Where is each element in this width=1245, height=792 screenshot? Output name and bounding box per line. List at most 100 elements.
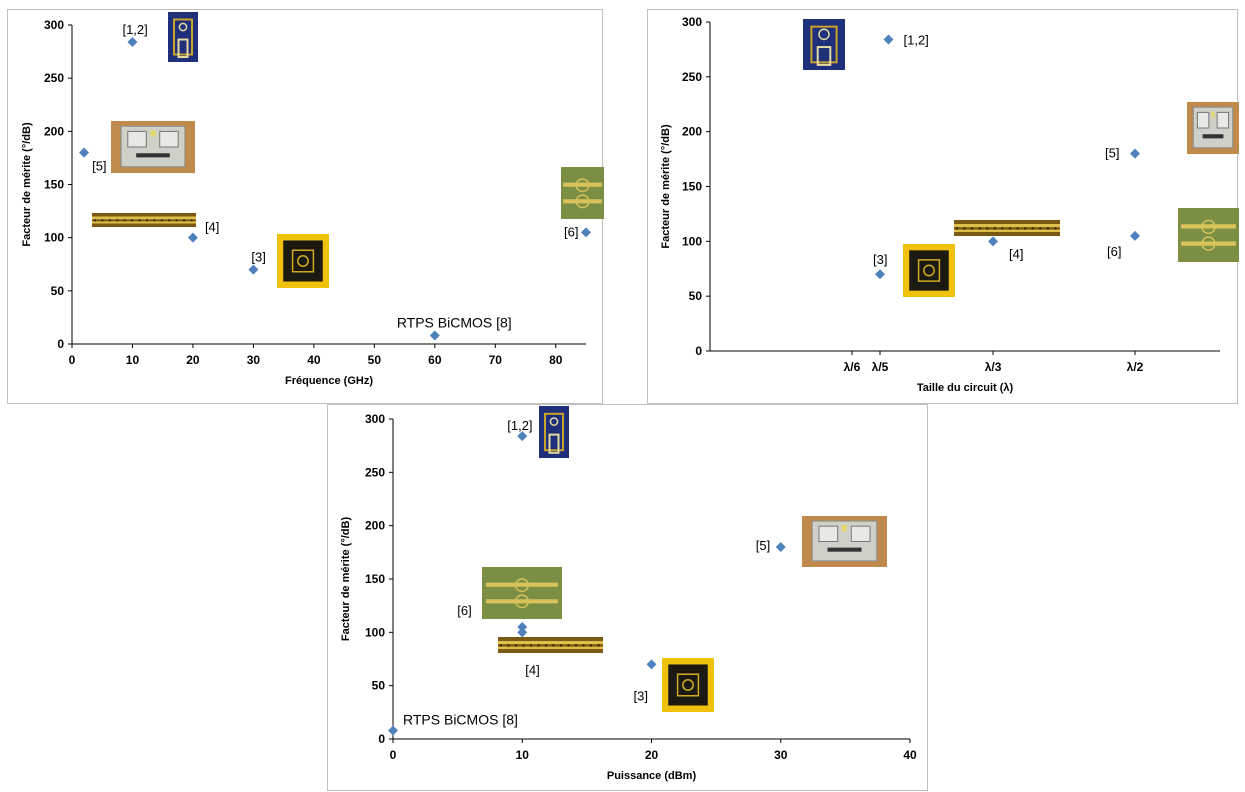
photo-component	[159, 130, 179, 148]
green-chip-photo	[482, 567, 562, 619]
photo-stub	[1054, 227, 1057, 230]
photo-trace	[818, 28, 830, 41]
photo-stub	[101, 219, 104, 222]
data-point-label: [3]	[251, 250, 265, 265]
photo-stub	[993, 227, 996, 230]
photo-substrate	[482, 567, 562, 619]
data-point-marker	[875, 269, 885, 280]
photo-component	[827, 547, 862, 552]
photo-stub	[537, 644, 540, 647]
photo-trace	[917, 259, 941, 282]
photo-stub	[108, 219, 111, 222]
photo-stub	[160, 219, 163, 222]
y-tick-label: 50	[51, 284, 65, 298]
data-point-marker	[517, 622, 528, 632]
gold-chip-photo	[903, 244, 955, 297]
photo-stub	[116, 219, 119, 222]
photo-die	[909, 250, 949, 291]
y-tick-label: 200	[682, 125, 702, 139]
blue-coupler-photo	[168, 12, 198, 62]
photo-trace	[1181, 241, 1236, 246]
x-tick-label: 70	[489, 353, 503, 367]
frequency-chart: 0 50 100 150 200 250 300 0 10 20 30 40 50 60 70 80 Fréqu…	[21, 12, 604, 387]
x-tick-label: 40	[307, 353, 321, 367]
photo-trace	[291, 249, 315, 273]
y-tick-label: 150	[682, 180, 702, 194]
photo-stub	[1024, 227, 1027, 230]
grey-pcb-photo	[111, 121, 195, 173]
photo-trace	[515, 578, 529, 593]
y-tick-label: 200	[365, 519, 385, 533]
photo-trace	[548, 433, 560, 454]
data-point-marker	[429, 330, 440, 341]
photo-stub	[190, 219, 193, 222]
y-tick-label: 50	[372, 679, 386, 693]
photo-trace	[92, 221, 196, 224]
photo-substrate	[92, 213, 196, 227]
photo-component	[136, 153, 170, 158]
y-tick-label: 250	[682, 70, 702, 84]
y-tick-label: 100	[44, 231, 64, 245]
y-tick-label: 0	[378, 732, 385, 746]
photo-trace	[954, 224, 1060, 228]
photo-stub	[168, 219, 171, 222]
photo-trace	[92, 216, 196, 220]
green-chip-photo	[1178, 208, 1239, 262]
data-point-label: [4]	[525, 662, 539, 677]
photo-trace	[173, 18, 193, 56]
photo-die	[283, 240, 323, 282]
blue-coupler-photo	[539, 406, 569, 458]
photo-trace	[544, 412, 564, 452]
chart-panel-size: 0 50 100 150 200 250 300 λ/6 λ/5 λ/3 λ/2 Taille du …	[647, 9, 1239, 404]
data-point-marker	[517, 431, 528, 442]
x-tick-label: 10	[516, 748, 530, 762]
photo-component	[1202, 134, 1224, 139]
data-point-marker	[883, 34, 894, 45]
photo-stub	[146, 219, 148, 222]
photo-stub	[153, 219, 156, 222]
y-tick-label: 150	[365, 572, 385, 586]
data-point-label: [6]	[564, 224, 578, 239]
photo-stub	[1016, 227, 1019, 230]
photo-stub	[978, 227, 981, 230]
photo-trace	[954, 229, 1060, 232]
photo-trace	[676, 673, 700, 697]
x-tick-label: 0	[390, 748, 397, 762]
data-point-label: [5]	[1105, 146, 1119, 161]
photo-trace	[486, 582, 558, 587]
photo-trace	[498, 646, 603, 649]
photo-trace	[810, 25, 838, 64]
photo-trace	[515, 594, 529, 609]
x-tick-label: λ/2	[1127, 360, 1144, 374]
power-chart: 0 50 100 150 200 250 300 0 10 20 30 40 Puissance (dB…	[340, 406, 917, 782]
photo-stub	[530, 644, 532, 647]
photo-trace	[682, 679, 694, 691]
y-tick-label: 100	[365, 625, 385, 639]
data-point-marker	[1130, 148, 1140, 159]
data-point-marker	[517, 627, 528, 638]
y-tick-label: 250	[44, 71, 64, 85]
y-tick-label: 100	[682, 234, 702, 248]
photo-stub	[552, 644, 555, 647]
photo-substrate	[498, 637, 603, 653]
photo-trace	[177, 38, 189, 58]
photo-stub	[567, 644, 570, 647]
photo-stub	[1046, 227, 1049, 230]
data-point-label: [5]	[92, 159, 106, 174]
y-axis-title: Facteur de mérite (°/dB)	[21, 122, 33, 247]
photo-stub	[183, 219, 186, 222]
y-tick-label: 0	[57, 337, 64, 351]
photo-stub	[522, 644, 525, 647]
x-tick-label: 40	[903, 748, 917, 762]
photo-stub	[575, 644, 577, 647]
photo-stub	[590, 644, 592, 647]
data-point-label: [1,2]	[507, 418, 532, 433]
chart-panel-frequency: 0 50 100 150 200 250 300 0 10 20 30 40 50 60 70 80 Fréqu…	[7, 9, 604, 404]
photo-component	[818, 525, 839, 542]
data-point-label: [6]	[1107, 244, 1121, 259]
gold-chip-photo	[662, 658, 714, 712]
data-point-label: [1,2]	[122, 22, 147, 37]
long-gold-line-photo	[92, 213, 196, 227]
long-gold-line-photo	[498, 637, 603, 653]
photo-stub	[515, 644, 517, 647]
